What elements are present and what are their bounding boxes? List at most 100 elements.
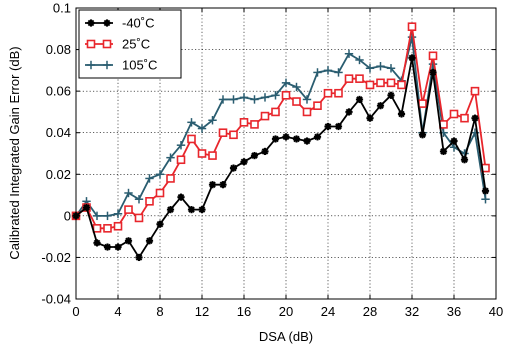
- legend-marker: [103, 19, 111, 27]
- data-point: [282, 133, 290, 141]
- data-point: [407, 22, 417, 32]
- data-point: [82, 203, 91, 212]
- data-point: [208, 181, 217, 189]
- data-point: [345, 108, 353, 116]
- data-point: [187, 206, 196, 214]
- data-point: [428, 51, 438, 61]
- series-line: [75, 25, 487, 230]
- data-point: [366, 114, 374, 122]
- data-point: [103, 211, 112, 221]
- data-point: [429, 68, 437, 77]
- x-tick-label: 40: [489, 304, 503, 319]
- data-point: [386, 78, 396, 88]
- marker-stroke: [345, 108, 353, 116]
- data-point: [187, 134, 196, 144]
- data-point: [260, 111, 270, 121]
- marker-stroke: [450, 137, 458, 145]
- data-point: [218, 128, 228, 138]
- y-tick-label: -0.02: [41, 250, 71, 265]
- data-point: [240, 158, 248, 166]
- marker-stroke: [240, 158, 248, 166]
- data-point: [303, 137, 311, 145]
- marker-stroke: [461, 156, 468, 164]
- data-point: [156, 220, 164, 228]
- data-point: [323, 88, 333, 98]
- marker-stroke: [188, 206, 195, 213]
- data-point: [219, 181, 227, 189]
- data-point: [229, 130, 238, 140]
- marker-stroke: [419, 131, 426, 139]
- data-point: [145, 237, 154, 245]
- marker-stroke: [83, 204, 90, 211]
- data-point: [271, 91, 280, 100]
- data-point: [135, 253, 143, 262]
- data-point: [355, 55, 364, 65]
- data-point: [260, 93, 270, 102]
- marker-stroke: [209, 181, 216, 188]
- marker-stroke: [93, 239, 101, 247]
- data-point: [93, 239, 101, 247]
- data-point: [460, 156, 469, 164]
- data-point: [218, 95, 228, 104]
- y-tick-label: 0.08: [46, 42, 71, 57]
- x-tick-label: 36: [447, 304, 461, 319]
- data-point: [281, 78, 291, 88]
- data-point: [92, 211, 102, 221]
- data-point: [197, 149, 207, 158]
- marker-stroke: [103, 19, 111, 27]
- data-point: [313, 101, 322, 110]
- data-point: [124, 205, 133, 214]
- marker-stroke: [104, 243, 111, 251]
- data-point: [124, 237, 133, 245]
- marker-stroke: [177, 193, 185, 201]
- marker-stroke: [314, 133, 321, 141]
- data-point: [197, 124, 207, 133]
- data-point: [376, 62, 385, 71]
- data-point: [113, 221, 123, 231]
- series-layer: [71, 22, 490, 262]
- data-point: [334, 122, 343, 131]
- y-tick-label: 0.1: [53, 1, 71, 16]
- data-point: [145, 197, 154, 206]
- legend-marker: [87, 19, 95, 27]
- marker-stroke: [366, 114, 374, 122]
- data-point: [344, 49, 354, 58]
- legend-item: 105˚C: [85, 58, 157, 73]
- data-point: [292, 135, 301, 143]
- data-point: [155, 170, 165, 179]
- data-point: [418, 131, 427, 139]
- data-point: [449, 109, 459, 119]
- x-tick-label: 20: [279, 304, 293, 319]
- y-tick-label: -0.04: [41, 292, 71, 307]
- data-point: [134, 195, 144, 204]
- marker-stroke: [429, 69, 437, 76]
- marker-stroke: [482, 187, 489, 195]
- marker-stroke: [335, 123, 342, 130]
- data-point: [376, 102, 385, 110]
- legend-label: 105˚C: [122, 58, 157, 73]
- data-point: [481, 195, 490, 204]
- data-point: [176, 155, 186, 165]
- data-point: [376, 78, 385, 88]
- y-tick-label: 0.02: [46, 167, 71, 182]
- data-point: [323, 66, 333, 75]
- data-point: [271, 107, 280, 117]
- data-point: [177, 193, 185, 201]
- data-point: [387, 91, 395, 99]
- series-0: [72, 54, 490, 262]
- legend-marker: [86, 39, 96, 49]
- data-point: [439, 147, 448, 156]
- data-point: [198, 206, 206, 214]
- marker-stroke: [377, 102, 384, 109]
- data-point: [124, 188, 133, 198]
- marker-stroke: [114, 243, 122, 251]
- series-line: [75, 36, 487, 217]
- data-point: [470, 86, 480, 96]
- data-point: [334, 88, 343, 98]
- legend-marker: [102, 60, 112, 70]
- marker-stroke: [125, 237, 132, 245]
- data-point: [114, 243, 122, 251]
- marker-stroke: [251, 152, 258, 159]
- y-tick-label: 0.04: [46, 125, 71, 140]
